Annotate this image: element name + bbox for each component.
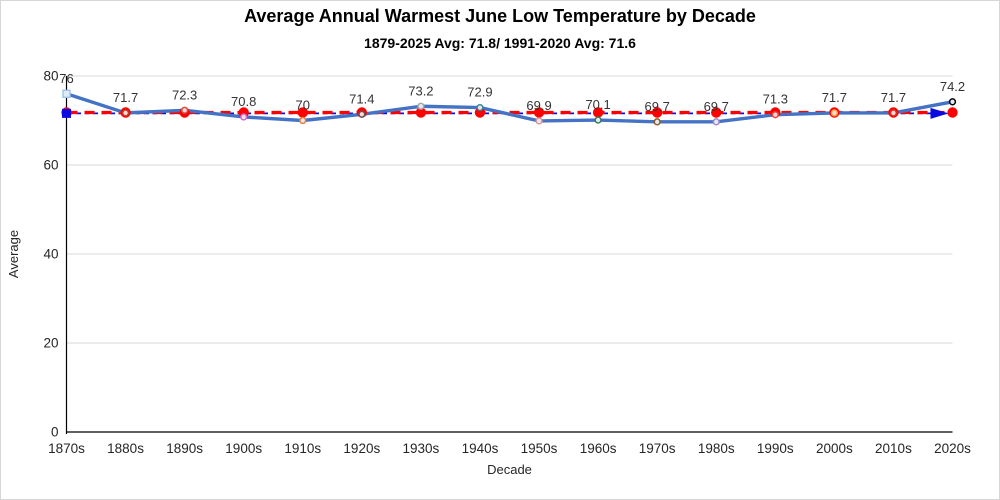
y-tick-label: 80: [43, 69, 58, 84]
x-tick-label: 1960s: [580, 441, 617, 456]
data-label: 76: [59, 71, 73, 86]
y-tick-label: 0: [51, 425, 59, 440]
data-label: 70.8: [231, 94, 256, 109]
data-point-marker: [830, 109, 839, 117]
reference-start-square-marker: [62, 108, 71, 118]
data-label: 71.7: [822, 90, 847, 105]
data-label: 71.3: [763, 92, 788, 107]
data-label: 73.2: [408, 83, 433, 98]
reference-end-arrow-marker: [930, 107, 949, 119]
data-point-marker: [240, 113, 248, 121]
x-tick-label: 1940s: [462, 441, 499, 456]
data-point-marker: [948, 98, 957, 106]
reference-point-marker: [533, 107, 545, 118]
data-label: 69.7: [645, 99, 670, 114]
reference-point-marker: [415, 107, 427, 118]
chart-subtitle: 1879-2025 Avg: 71.8/ 1991-2020 Avg: 71.6: [364, 35, 636, 51]
x-tick-label: 1950s: [521, 441, 558, 456]
data-point-marker: [62, 89, 71, 99]
y-tick-label: 40: [43, 247, 58, 262]
chart-title: Average Annual Warmest June Low Temperat…: [244, 6, 756, 26]
x-tick-label: 2010s: [875, 441, 912, 456]
reference-point-marker: [947, 107, 958, 118]
data-point-marker: [535, 117, 543, 125]
data-point-marker: [476, 103, 484, 112]
x-tick-label: 1900s: [225, 441, 262, 456]
data-label: 74.2: [940, 79, 965, 94]
data-label: 72.3: [172, 87, 197, 102]
data-point-marker: [180, 106, 189, 114]
x-tick-label: 2000s: [816, 441, 853, 456]
data-label: 70: [296, 98, 310, 113]
x-tick-label: 1980s: [698, 441, 735, 456]
x-tick-label: 2020s: [934, 441, 971, 456]
data-line: [64, 92, 955, 124]
y-axis-title: Average: [6, 230, 21, 278]
data-point-marker: [712, 118, 720, 126]
data-point-marker: [299, 116, 307, 125]
x-tick-label: 1990s: [757, 441, 794, 456]
data-point-marker: [358, 110, 366, 118]
data-label: 71.7: [113, 90, 138, 105]
data-label: 72.9: [467, 85, 492, 100]
x-tick-label: 1920s: [343, 441, 380, 456]
y-tick-label: 60: [43, 158, 58, 173]
x-tick-label: 1930s: [403, 441, 440, 456]
data-point-marker: [889, 109, 898, 117]
reference-point-marker: [297, 107, 308, 118]
x-tick-label: 1890s: [166, 441, 203, 456]
data-point-marker: [653, 118, 661, 126]
x-tick-label: 1870s: [48, 441, 85, 456]
x-tick-label: 1880s: [107, 441, 144, 456]
reference-point-marker: [711, 107, 722, 118]
x-tick-label: 1910s: [284, 441, 321, 456]
data-label: 71.4: [349, 91, 374, 106]
data-point-marker: [121, 109, 130, 117]
x-axis-title: Decade: [487, 462, 532, 477]
reference-point-marker: [592, 107, 604, 118]
data-label: 71.7: [881, 90, 906, 105]
data-point-marker: [594, 116, 602, 124]
data-label: 70.1: [585, 97, 610, 112]
data-point-marker: [771, 111, 779, 119]
y-tick-label: 20: [43, 336, 58, 351]
reference-point-marker: [651, 107, 663, 118]
data-point-marker: [417, 102, 425, 110]
x-tick-label: 1970s: [639, 441, 676, 456]
data-label: 69.7: [704, 99, 729, 114]
data-label: 69.9: [526, 98, 551, 113]
